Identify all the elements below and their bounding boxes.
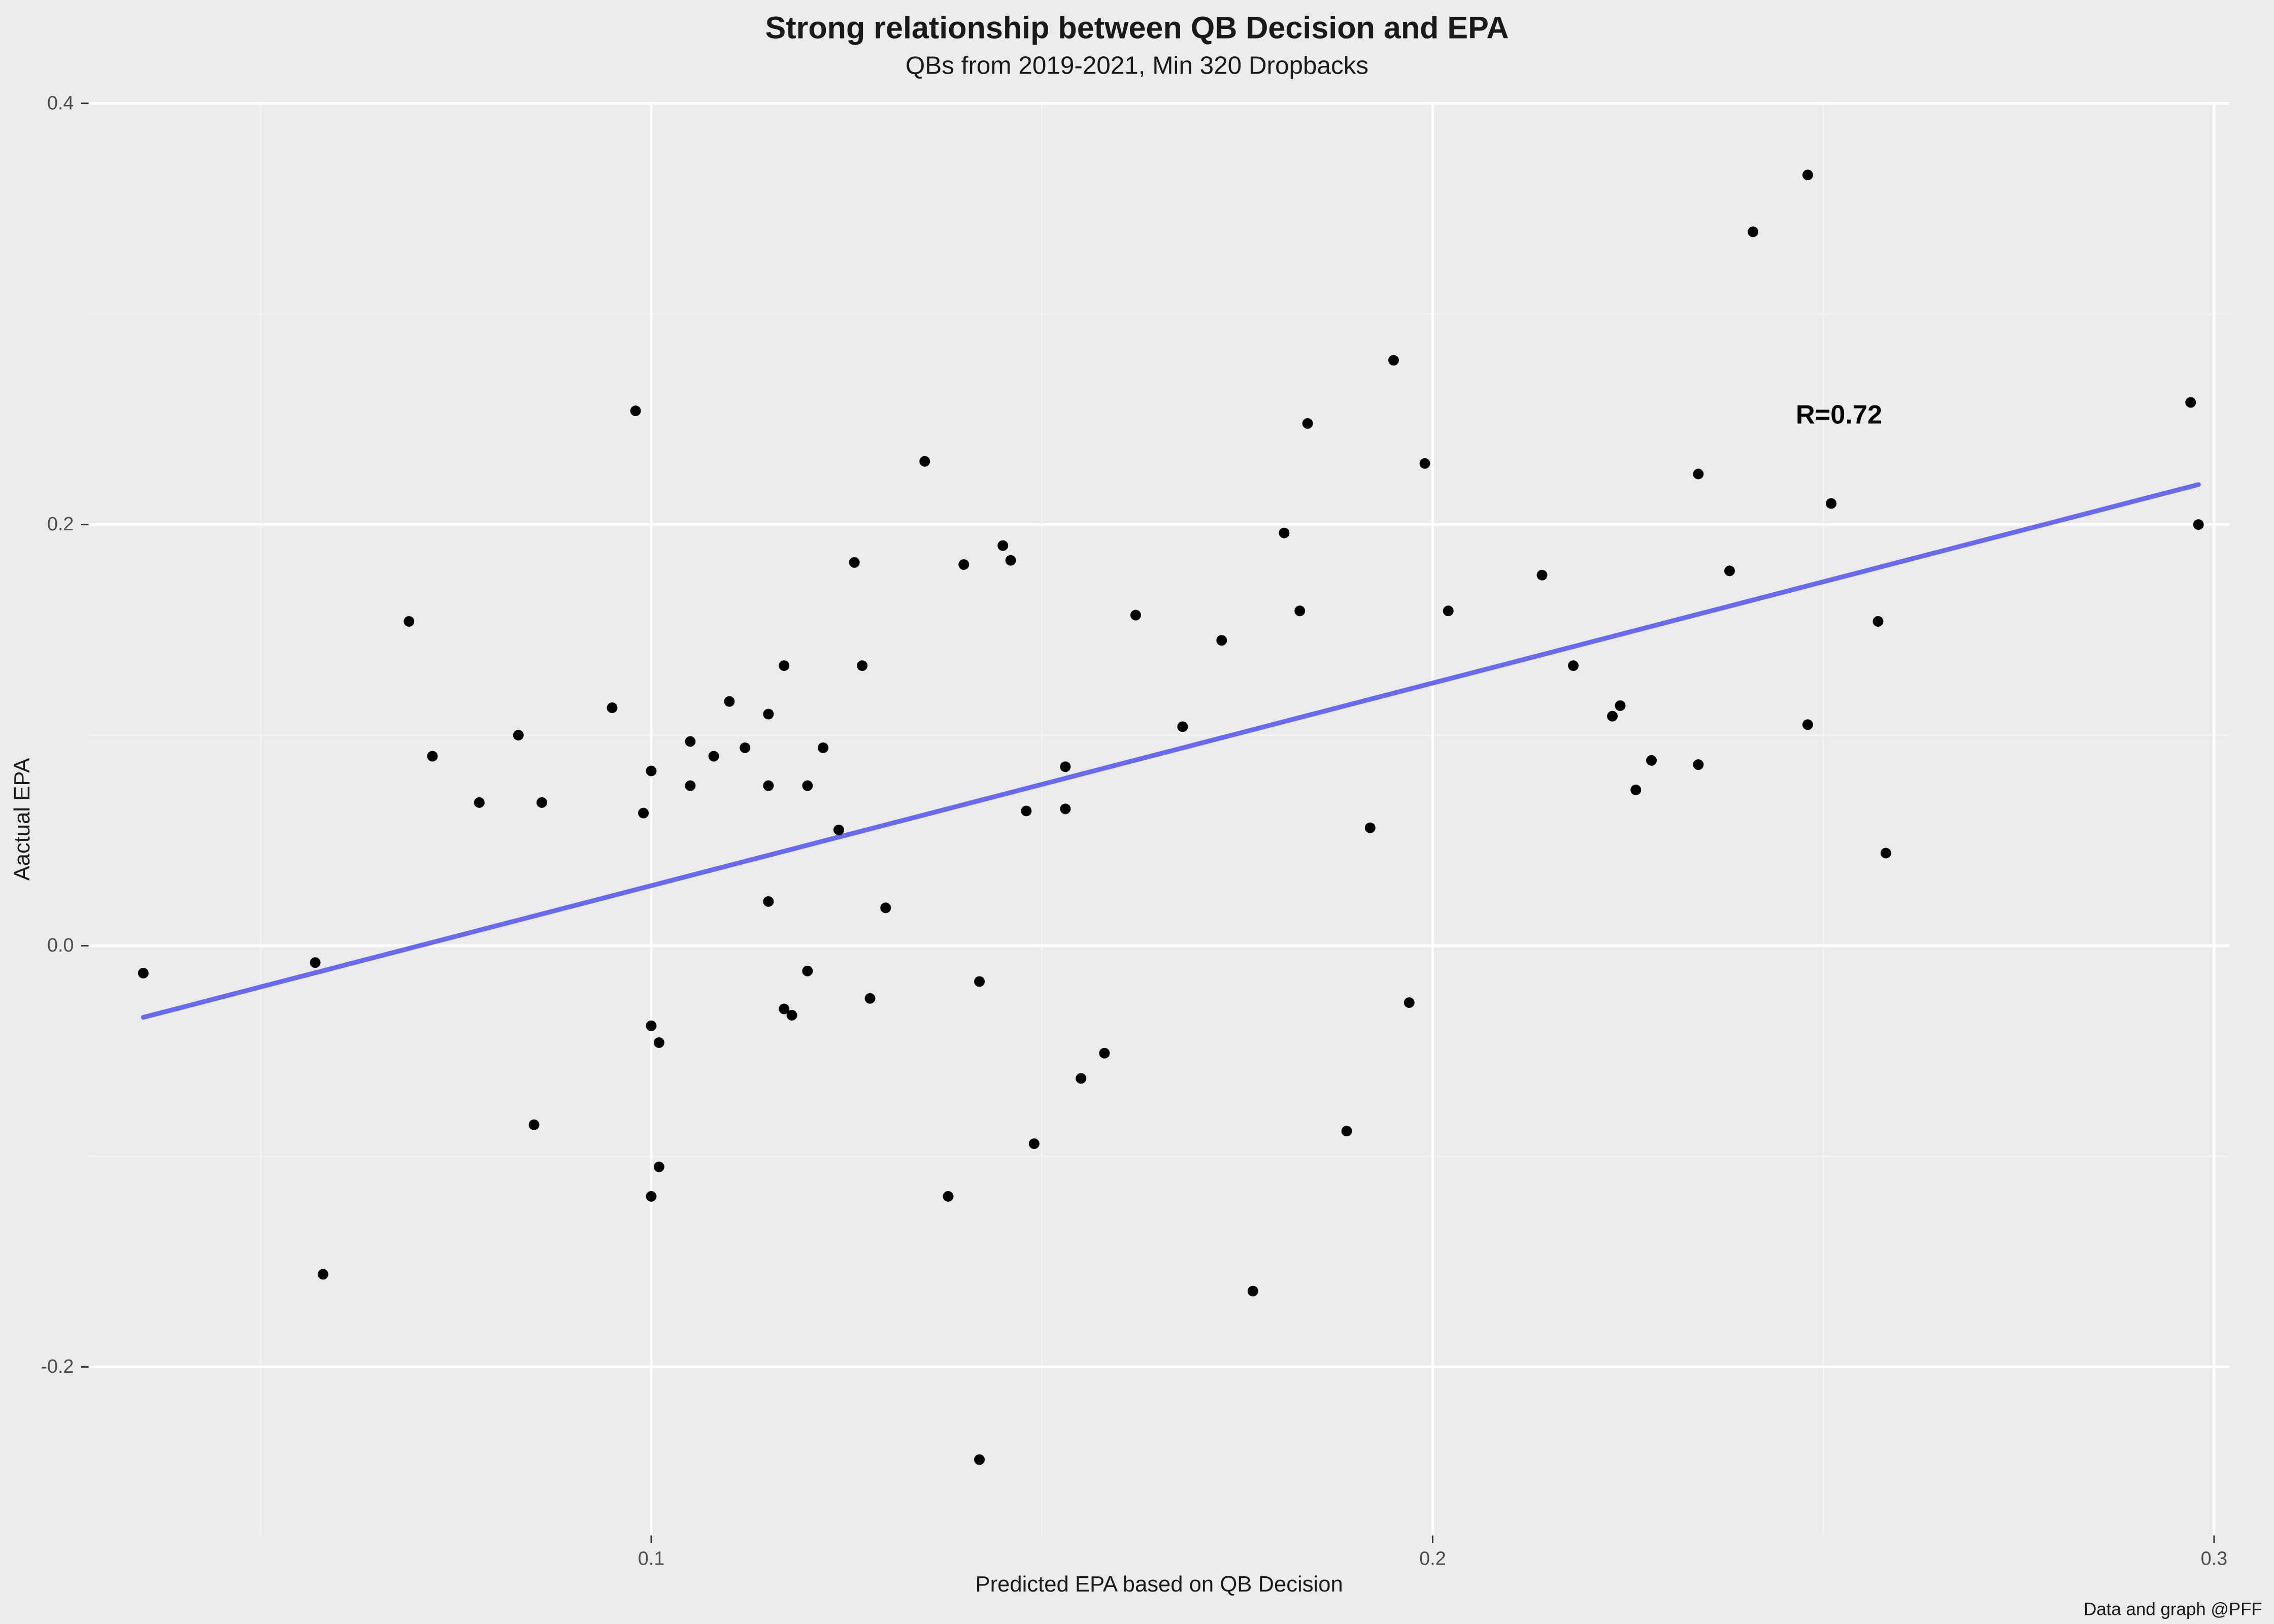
- data-point: [1646, 755, 1657, 766]
- data-point: [529, 1120, 540, 1130]
- data-point: [1420, 458, 1430, 469]
- data-point: [1404, 997, 1415, 1008]
- data-point: [833, 825, 844, 835]
- data-point: [763, 781, 774, 791]
- data-point: [1693, 759, 1703, 770]
- r-annotation: R=0.72: [1796, 400, 1882, 429]
- data-point: [310, 957, 321, 968]
- data-point: [787, 1010, 797, 1021]
- data-point: [1872, 616, 1883, 627]
- data-point: [630, 405, 641, 416]
- data-point: [537, 797, 547, 808]
- data-point: [1279, 528, 1289, 538]
- chart-caption: Data and graph @PFF: [2084, 1600, 2262, 1619]
- data-point: [1537, 570, 1548, 581]
- data-point: [1693, 469, 1703, 480]
- data-point: [654, 1162, 664, 1172]
- data-point: [1060, 803, 1071, 814]
- data-point: [1607, 711, 1618, 722]
- data-point: [1724, 565, 1735, 576]
- data-point: [1076, 1073, 1086, 1084]
- data-point: [1216, 635, 1227, 646]
- data-point: [638, 808, 649, 819]
- data-point: [974, 976, 985, 987]
- data-point: [1881, 848, 1891, 858]
- plot-panel: [89, 104, 2230, 1536]
- chart-title: Strong relationship between QB Decision …: [765, 11, 1509, 45]
- data-point: [1130, 610, 1141, 621]
- data-point: [1568, 660, 1579, 671]
- data-point: [685, 736, 695, 747]
- x-tick-label: 0.2: [1419, 1548, 1446, 1570]
- data-point: [685, 781, 695, 791]
- y-tick-label: -0.2: [41, 1356, 74, 1377]
- data-point: [1826, 498, 1836, 509]
- data-point: [857, 660, 867, 671]
- data-point: [1248, 1286, 1258, 1297]
- data-point: [958, 559, 969, 570]
- data-point: [1302, 418, 1313, 429]
- data-point: [880, 902, 891, 913]
- data-point: [1177, 721, 1188, 732]
- chart-subtitle: QBs from 2019-2021, Min 320 Dropbacks: [906, 51, 1368, 79]
- data-point: [646, 1191, 657, 1202]
- scatter-chart: 0.1 0.2 0.3 -0.2 0.0 0.2 0.4 Predicted EPA base…: [0, 0, 2274, 1624]
- data-point: [763, 896, 774, 907]
- x-tick-label: 0.3: [2201, 1548, 2228, 1570]
- data-point: [943, 1191, 954, 1202]
- y-axis-label: Aactual EPA: [10, 758, 35, 881]
- data-point: [1294, 605, 1305, 616]
- data-point: [1630, 785, 1641, 795]
- data-point: [724, 696, 734, 707]
- data-point: [1443, 605, 1454, 616]
- data-point: [1615, 700, 1625, 711]
- y-tick-label: 0.2: [47, 514, 74, 535]
- data-point: [779, 660, 789, 671]
- data-point: [2185, 397, 2196, 408]
- data-point: [1342, 1126, 1352, 1136]
- data-point: [1021, 805, 1031, 816]
- data-point: [802, 966, 813, 976]
- data-point: [1006, 555, 1016, 566]
- data-point: [1365, 823, 1376, 833]
- data-point: [997, 540, 1008, 551]
- y-tick-label: 0.0: [47, 935, 74, 956]
- data-point: [138, 968, 149, 978]
- data-point: [318, 1269, 328, 1279]
- data-point: [740, 742, 750, 753]
- data-point: [427, 751, 438, 762]
- data-point: [404, 616, 414, 627]
- data-point: [802, 781, 813, 791]
- data-point: [474, 797, 485, 808]
- y-tick-label: 0.4: [47, 92, 74, 114]
- data-point: [654, 1037, 664, 1048]
- data-point: [2193, 519, 2204, 530]
- data-point: [709, 751, 719, 762]
- data-point: [919, 456, 930, 467]
- data-point: [646, 1021, 657, 1031]
- data-point: [1029, 1138, 1040, 1149]
- data-point: [849, 557, 860, 568]
- data-point: [1099, 1048, 1110, 1059]
- data-point: [646, 766, 657, 776]
- data-point: [974, 1454, 985, 1465]
- x-tick-label: 0.1: [638, 1548, 665, 1570]
- data-point: [1802, 170, 1813, 180]
- x-axis-label: Predicted EPA based on QB Decision: [976, 1572, 1343, 1597]
- data-point: [1060, 761, 1071, 772]
- data-point: [865, 993, 876, 1004]
- data-point: [1748, 226, 1758, 237]
- data-point: [1802, 719, 1813, 730]
- data-point: [818, 742, 828, 753]
- data-point: [763, 709, 774, 720]
- data-point: [1388, 355, 1399, 365]
- data-point: [607, 702, 618, 713]
- data-point: [513, 730, 524, 740]
